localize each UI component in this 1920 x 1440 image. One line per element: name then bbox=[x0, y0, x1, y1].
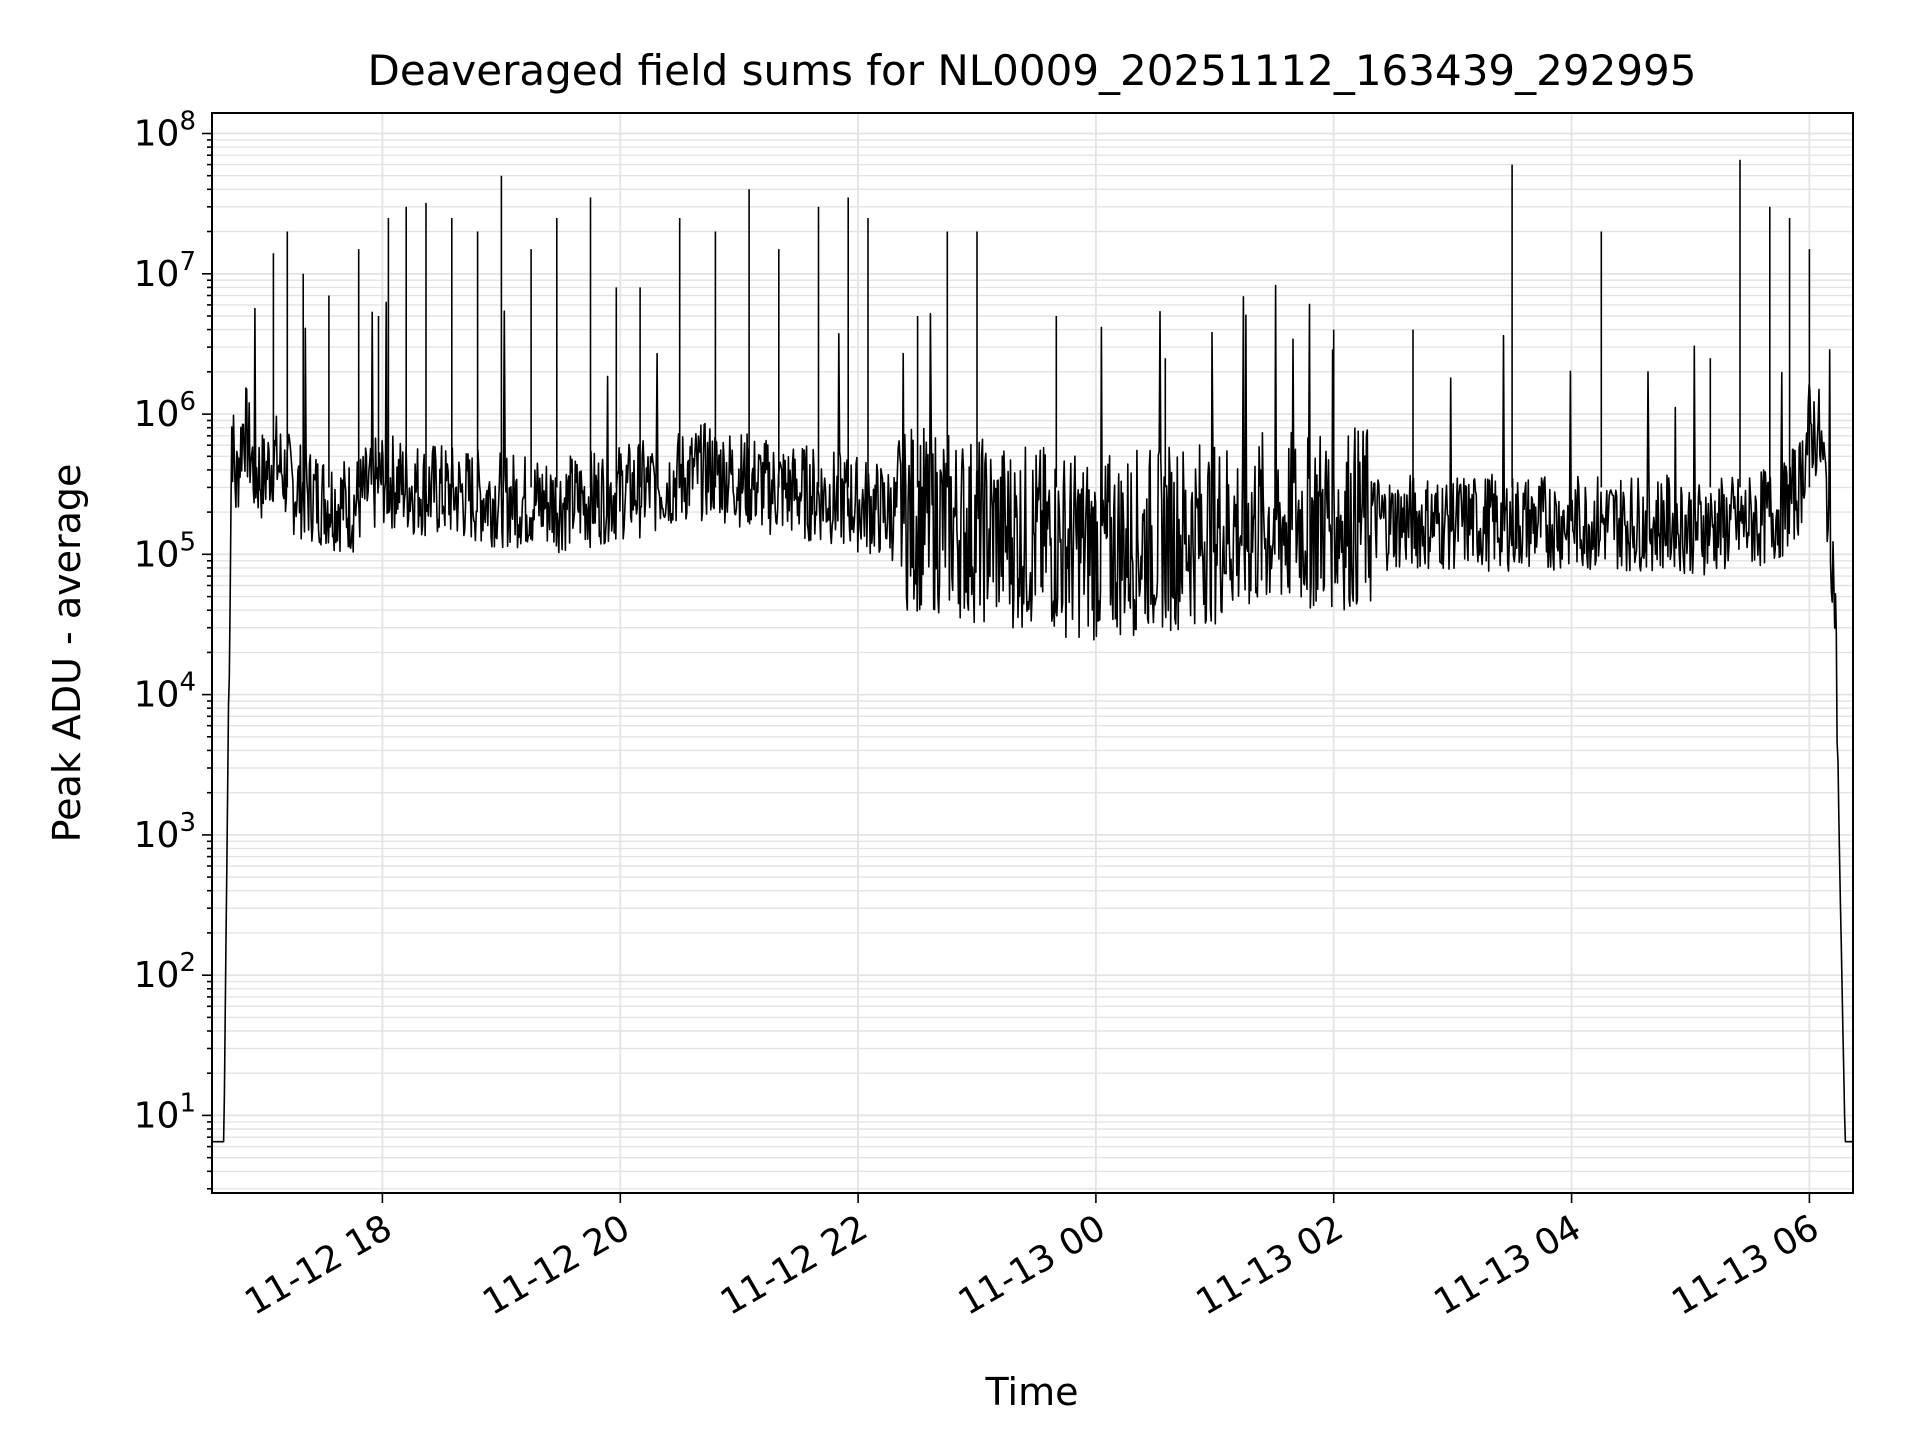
y-tick-label: 101 bbox=[134, 1088, 196, 1136]
y-tick-label: 103 bbox=[134, 808, 196, 856]
y-axis-label: Peak ADU - average bbox=[45, 464, 89, 843]
x-axis-label: Time bbox=[985, 1370, 1079, 1414]
grid-minor bbox=[212, 139, 1853, 1190]
grid-major bbox=[212, 113, 1853, 1193]
chart-title: Deaveraged field sums for NL0009_2025111… bbox=[368, 46, 1697, 95]
y-tick-label: 105 bbox=[134, 527, 196, 575]
spikes bbox=[272, 159, 1811, 488]
y-tick-label: 108 bbox=[134, 107, 196, 155]
series-line bbox=[212, 284, 1853, 1143]
y-tick-label: 106 bbox=[134, 387, 196, 435]
y-tick-label: 102 bbox=[134, 948, 196, 996]
y-tick-label: 107 bbox=[134, 247, 196, 295]
y-tick-label: 104 bbox=[134, 668, 196, 716]
y-axis-ticks: 101 102 103 104 105 106 107 108 bbox=[134, 107, 212, 1190]
plot-area bbox=[212, 159, 1853, 1143]
